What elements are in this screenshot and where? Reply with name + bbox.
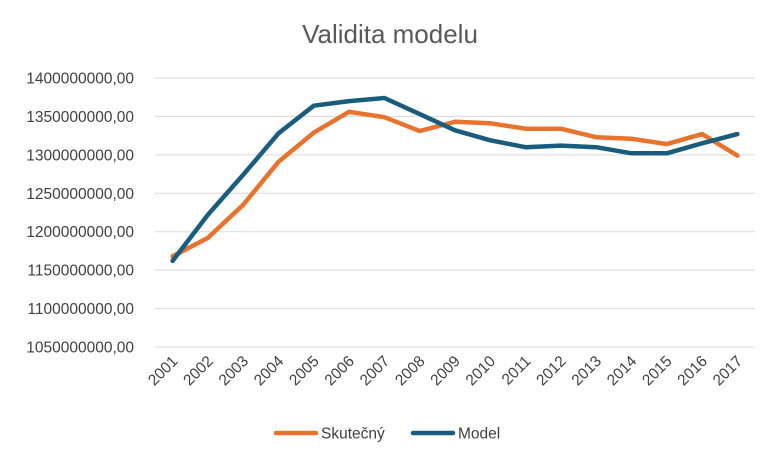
x-tick-label: 2009: [427, 353, 463, 389]
y-axis-tick-labels: 1050000000,00 1100000000,00 1150000000,00 1…: [26, 71, 134, 357]
y-tick-label: 1050000000,00: [26, 340, 134, 357]
x-tick-label: 2016: [674, 353, 710, 389]
y-tick-label: 1200000000,00: [26, 224, 134, 241]
x-tick-label: 2004: [251, 353, 288, 390]
x-tick-label: 2008: [392, 353, 428, 389]
legend-label: Model: [458, 426, 500, 443]
x-tick-label: 2006: [322, 353, 358, 389]
y-tick-label: 1400000000,00: [26, 71, 134, 88]
y-tick-label: 1150000000,00: [27, 263, 134, 280]
series-lines: [170, 95, 740, 264]
x-tick-label: 2015: [639, 353, 675, 389]
x-tick-label: 2005: [286, 353, 322, 389]
x-tick-label: 2011: [499, 353, 535, 389]
x-tick-label: 2017: [710, 353, 746, 389]
chart-title: Validita modelu: [302, 19, 478, 49]
y-tick-label: 1250000000,00: [26, 186, 134, 203]
gridlines: [155, 77, 755, 348]
x-tick-label: 2013: [569, 353, 605, 389]
x-tick-label: 2002: [180, 353, 216, 389]
series-line-model: [170, 95, 740, 264]
y-tick-label: 1350000000,00: [26, 109, 134, 126]
x-tick-label: 2010: [463, 353, 500, 390]
x-tick-label: 2001: [145, 353, 181, 389]
x-tick-label: 2007: [357, 353, 393, 389]
y-tick-label: 1300000000,00: [26, 147, 134, 164]
x-axis-tick-labels: 2001200220032004200520062007200820092010…: [145, 353, 746, 390]
x-tick-label: 2003: [216, 353, 252, 389]
x-tick-label: 2012: [533, 353, 569, 389]
y-tick-label: 1100000000,00: [27, 301, 134, 318]
series-line-skute-n-: [170, 109, 740, 259]
legend: Skutečný Model: [273, 426, 500, 443]
legend-label: Skutečný: [321, 426, 385, 443]
x-tick-label: 2014: [604, 353, 641, 390]
